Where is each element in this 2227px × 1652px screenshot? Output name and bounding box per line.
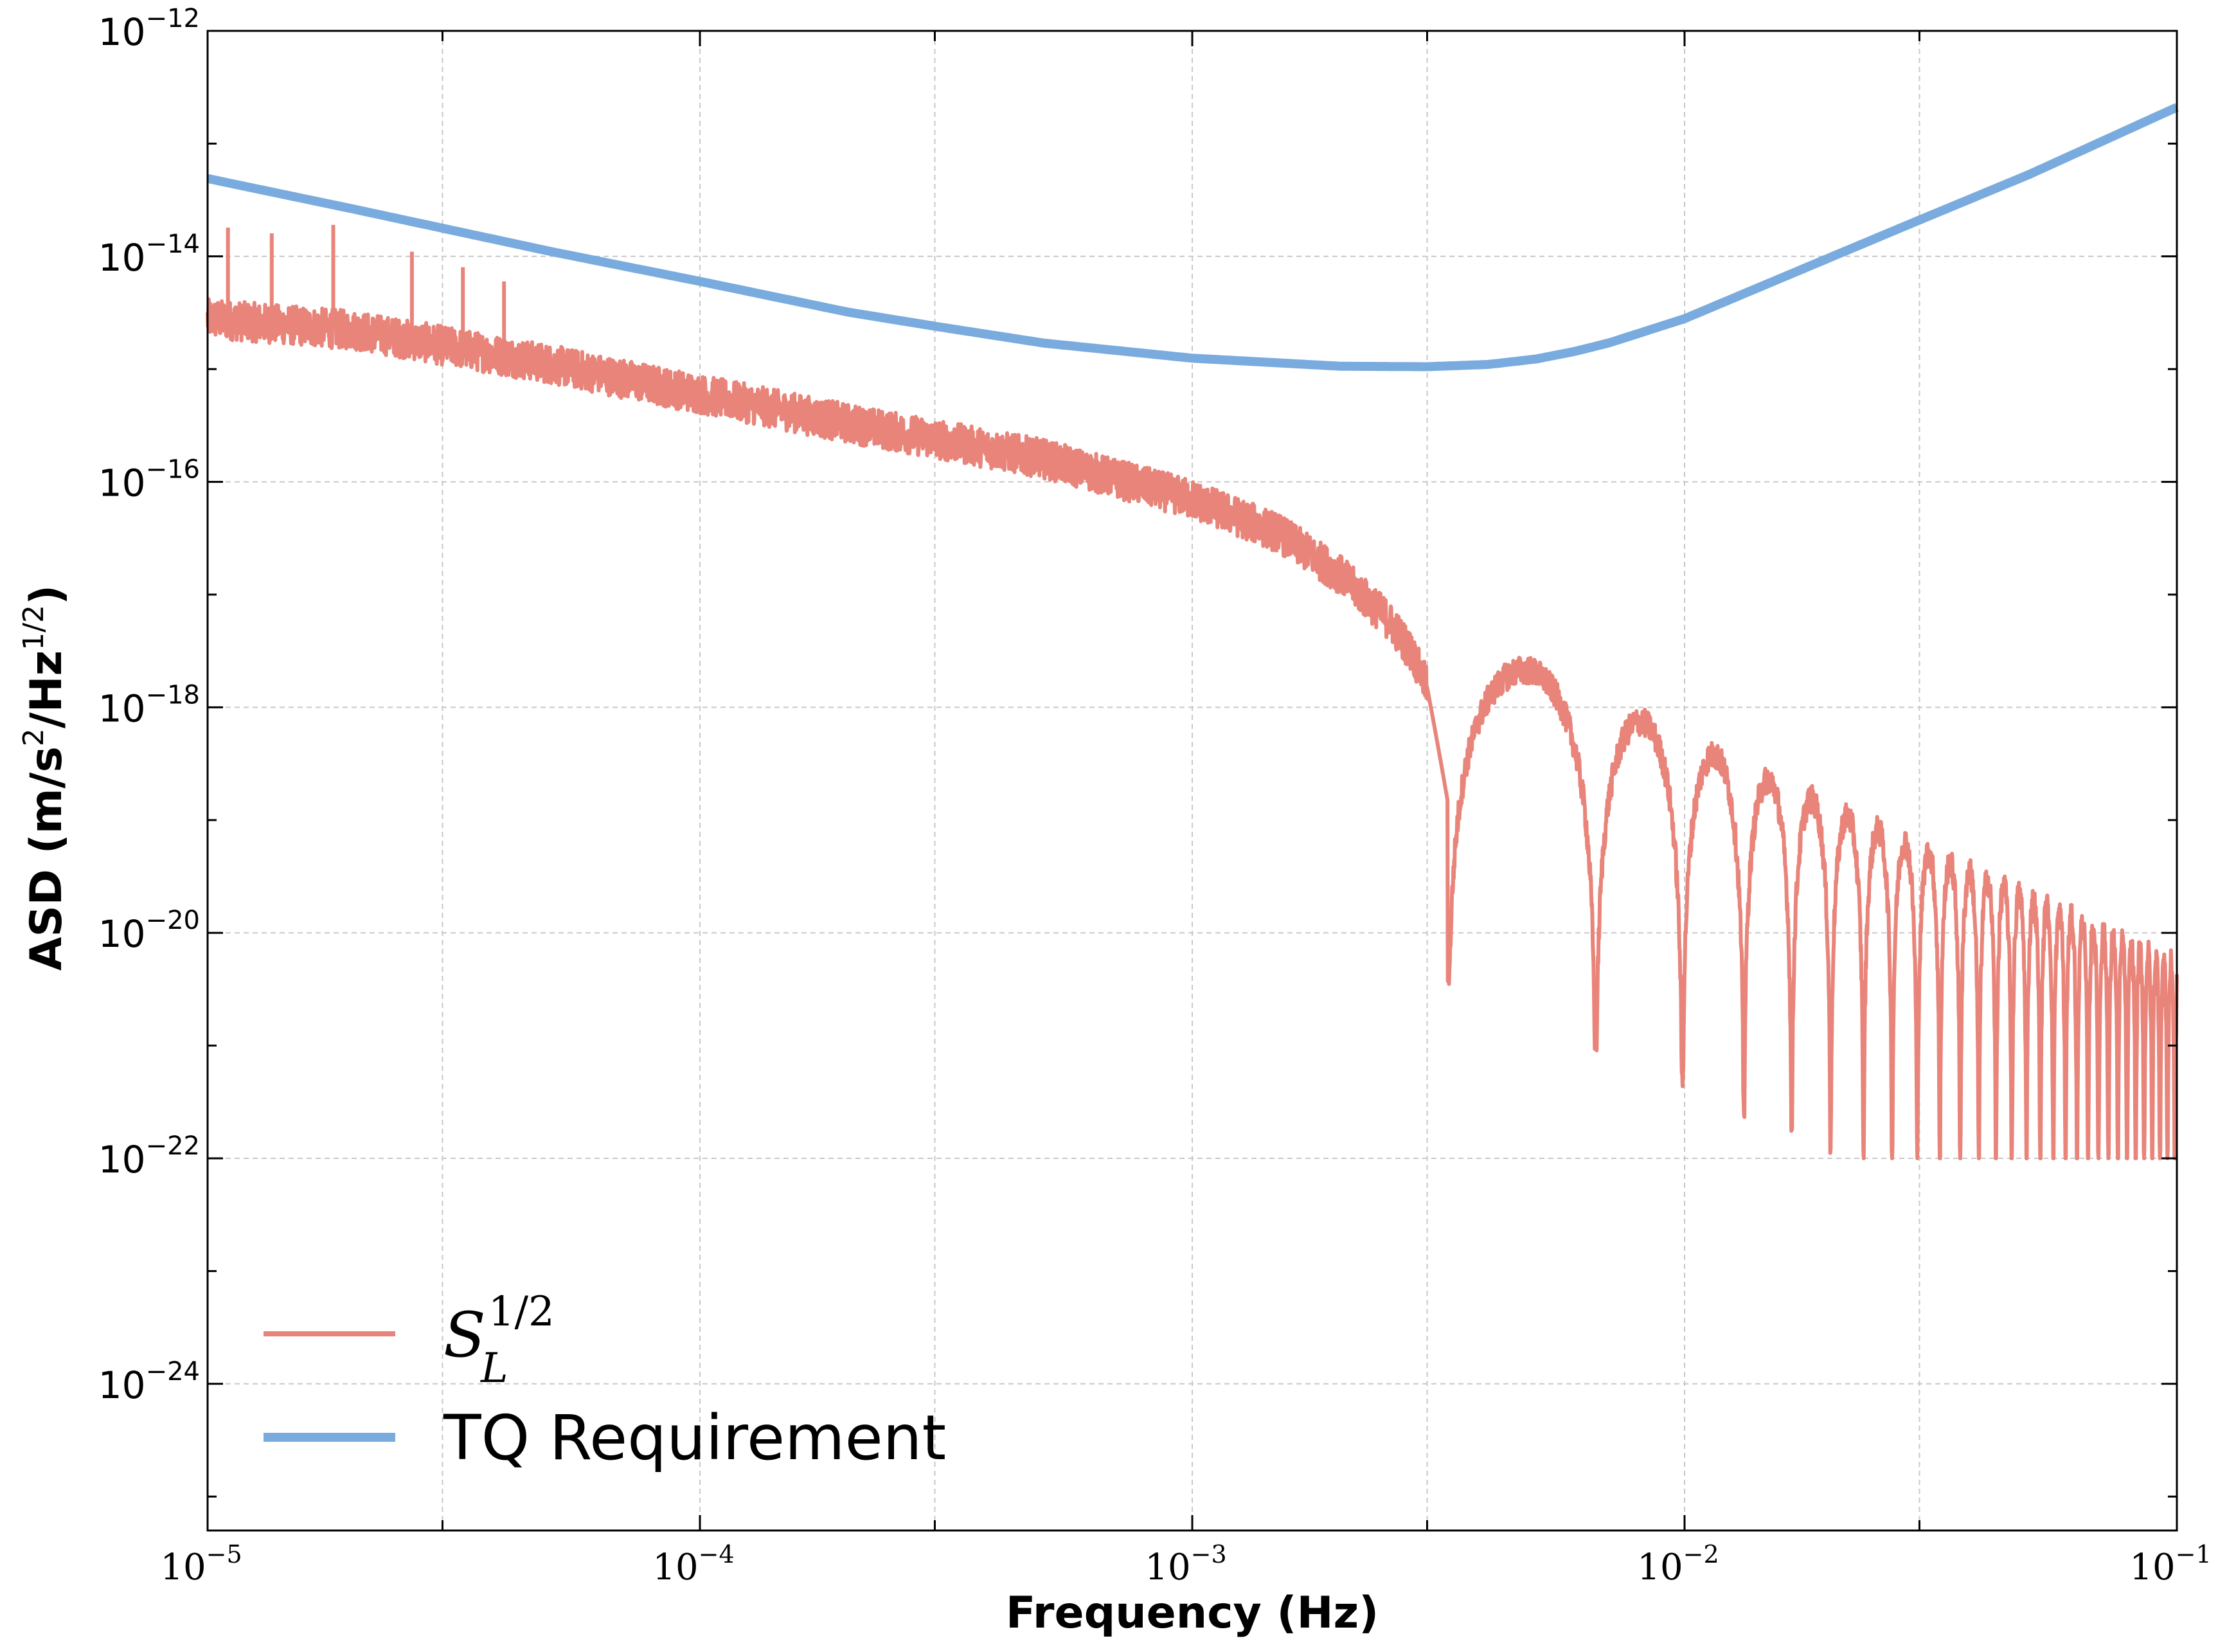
y-tick-label: 10−22 [98, 1131, 200, 1181]
series-sl-line [206, 224, 2179, 1160]
x-tick-label: 10−3 [1145, 1540, 1226, 1588]
y-axis-label-main: ASD (m/s [21, 746, 72, 971]
series-layer [206, 103, 2179, 1160]
legend: S1/2 L TQ Requirement [264, 1288, 946, 1474]
legend-label-sl: S1/2 L [443, 1288, 555, 1392]
x-axis-label: Frequency (Hz) [1006, 1588, 1379, 1639]
legend-label-sl-sub: L [480, 1345, 508, 1392]
y-axis-label-sup-1: 2 [17, 728, 50, 746]
legend-label-sl-sup: 1/2 [488, 1288, 555, 1336]
y-tick-label: 10−24 [98, 1357, 200, 1407]
y-tick-label: 10−14 [98, 229, 200, 280]
y-axis-label-mid: /Hz [21, 651, 72, 728]
x-tick-label: 10−5 [160, 1540, 242, 1588]
legend-label-tq-requirement: TQ Requirement [443, 1402, 946, 1474]
x-tick-label: 10−2 [1637, 1540, 1719, 1588]
x-tick-label: 10−1 [2129, 1540, 2211, 1588]
y-tick-label: 10−12 [98, 4, 200, 54]
legend-label-sl-base: S [443, 1299, 486, 1371]
series-tq-requirement-line [206, 103, 2179, 372]
y-tick-label: 10−16 [98, 455, 200, 505]
x-tick-label: 10−4 [652, 1540, 734, 1588]
axis-ticks: 10−5 10−4 10−3 10−2 10−1 10−12 10−14 10−16 10−18… [98, 4, 2212, 1588]
y-axis-label: ASD (m/s2/Hz1/2) [17, 585, 72, 971]
y-axis-label-end: ) [21, 585, 72, 605]
y-tick-label: 10−20 [98, 906, 200, 956]
y-axis-label-sup-2: 1/2 [17, 605, 50, 651]
y-tick-label: 10−18 [98, 680, 200, 730]
